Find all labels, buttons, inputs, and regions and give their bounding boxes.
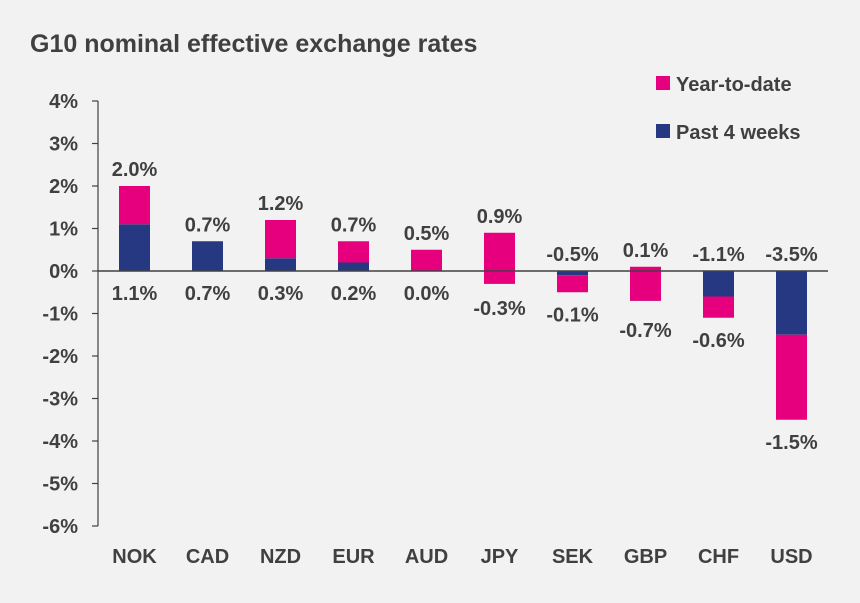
data-label-year-to-date: 0.9%	[477, 206, 523, 228]
data-label-year-to-date: 1.2%	[258, 193, 304, 215]
legend-label-year-to-date: Year-to-date	[676, 74, 792, 96]
data-label-year-to-date: 0.7%	[185, 214, 231, 236]
legend-label-past-4-weeks: Past 4 weeks	[676, 122, 801, 144]
data-label-year-to-date: 2.0%	[112, 159, 158, 181]
legend-swatch-past-4-weeks	[656, 124, 670, 138]
data-label-year-to-date: -0.5%	[546, 244, 598, 266]
y-tick-label: 3%	[49, 134, 78, 156]
bar-year-to-date-sek	[557, 275, 588, 293]
y-tick-label: 4%	[49, 91, 78, 113]
y-tick-label: -3%	[42, 389, 78, 411]
data-label-past-4-weeks: -1.5%	[765, 432, 817, 454]
data-label-past-4-weeks: 0.7%	[185, 283, 231, 305]
y-tick-label: -2%	[42, 346, 78, 368]
data-label-past-4-weeks: -0.7%	[619, 320, 671, 342]
data-label-past-4-weeks: 0.2%	[331, 283, 377, 305]
data-label-year-to-date: 0.1%	[623, 240, 669, 262]
data-label-year-to-date: 0.5%	[404, 223, 450, 245]
bar-past-4-weeks-nzd	[265, 258, 296, 271]
x-category-label: NZD	[260, 546, 301, 568]
y-tick-label: 2%	[49, 176, 78, 198]
y-tick-label: -1%	[42, 304, 78, 326]
bar-past-4-weeks-usd	[776, 271, 807, 335]
x-category-label: CAD	[186, 546, 229, 568]
data-label-year-to-date: -1.1%	[692, 244, 744, 266]
y-tick-label: 0%	[49, 261, 78, 283]
data-label-year-to-date: 0.7%	[331, 214, 377, 236]
x-category-label: GBP	[624, 546, 667, 568]
bar-past-4-weeks-chf	[703, 271, 734, 297]
y-tick-label: 1%	[49, 219, 78, 241]
data-label-past-4-weeks: -0.3%	[473, 298, 525, 320]
legend-swatch-year-to-date	[656, 76, 670, 90]
data-label-past-4-weeks: 0.3%	[258, 283, 304, 305]
x-category-label: CHF	[698, 546, 739, 568]
data-label-past-4-weeks: 0.0%	[404, 283, 450, 305]
data-label-year-to-date: -3.5%	[765, 244, 817, 266]
data-label-past-4-weeks: -0.1%	[546, 304, 598, 326]
x-category-label: AUD	[405, 546, 448, 568]
x-category-label: JPY	[481, 546, 519, 568]
bar-year-to-date-gbp	[630, 266, 661, 301]
chart-title: G10 nominal effective exchange rates	[30, 30, 478, 58]
bar-year-to-date-eur	[338, 241, 369, 263]
x-category-label: EUR	[332, 546, 375, 568]
bar-year-to-date-chf	[703, 296, 734, 318]
bar-past-4-weeks-sek	[557, 271, 588, 276]
bar-past-4-weeks-eur	[338, 262, 369, 271]
x-category-label: SEK	[552, 546, 594, 568]
bar-year-to-date-nok	[119, 186, 150, 225]
bar-year-to-date-nzd	[265, 220, 296, 259]
bar-past-4-weeks-nok	[119, 224, 150, 271]
y-tick-label: -5%	[42, 474, 78, 496]
data-label-past-4-weeks: 1.1%	[112, 283, 158, 305]
data-label-past-4-weeks: -0.6%	[692, 330, 744, 352]
bar-past-4-weeks-cad	[192, 241, 223, 271]
y-tick-label: -6%	[42, 516, 78, 538]
y-tick-label: -4%	[42, 431, 78, 453]
x-category-label: USD	[770, 546, 812, 568]
bar-year-to-date-usd	[776, 334, 807, 420]
x-category-label: NOK	[112, 546, 157, 568]
bar-year-to-date-aud	[411, 249, 442, 271]
bar-year-to-date-jpy	[484, 232, 515, 284]
